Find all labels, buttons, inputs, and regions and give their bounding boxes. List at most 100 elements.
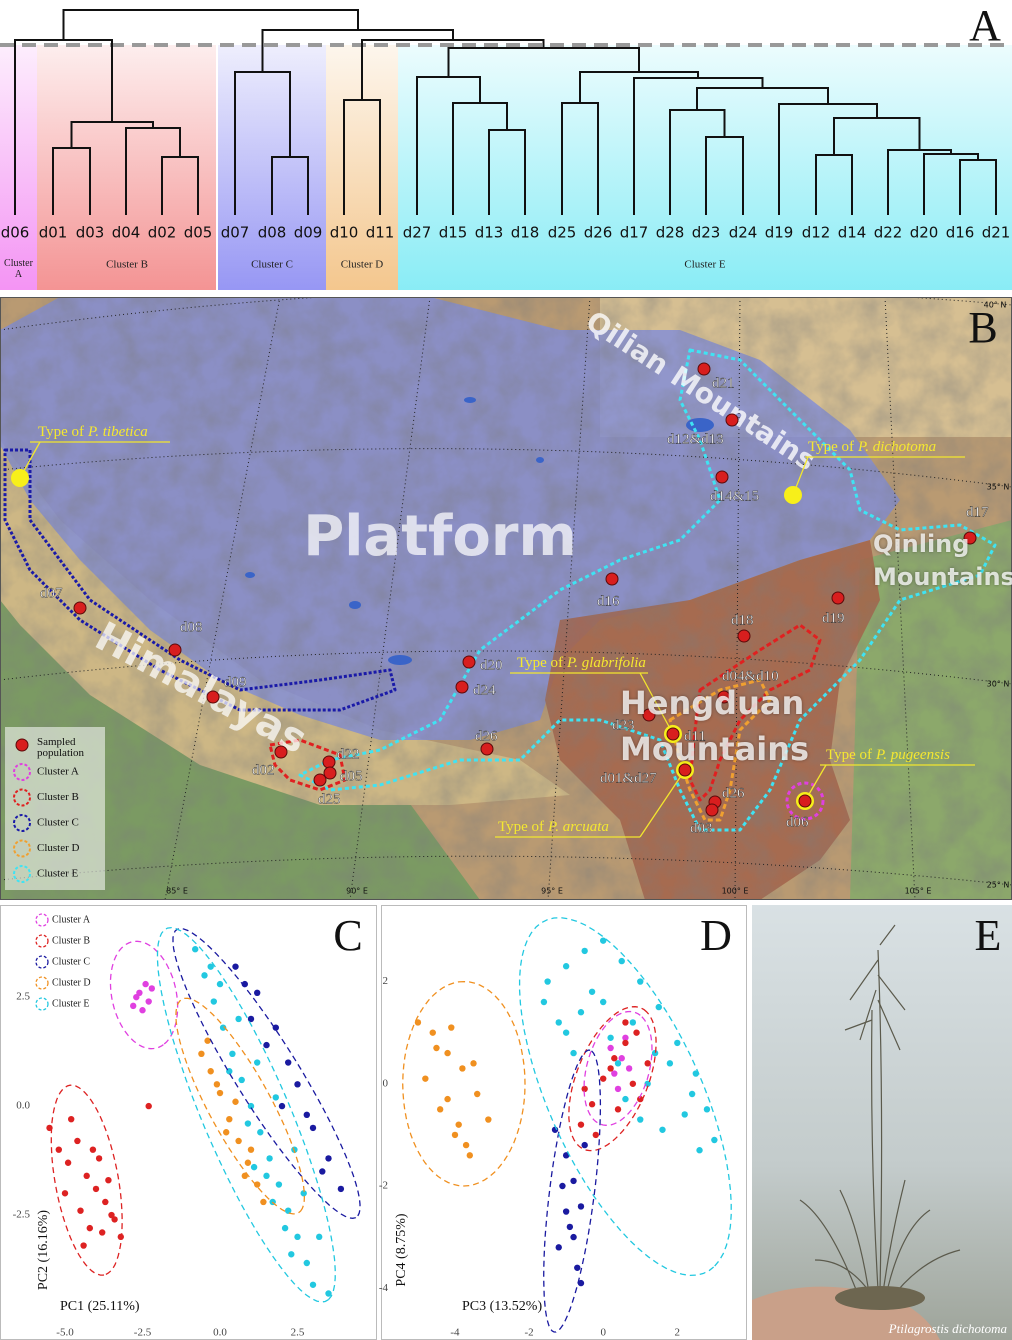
point xyxy=(607,1044,614,1052)
point xyxy=(577,1203,585,1210)
panel-label: C xyxy=(333,911,362,960)
point xyxy=(92,1185,100,1193)
point xyxy=(303,1111,310,1119)
panel-label: B xyxy=(968,303,997,352)
point xyxy=(285,1059,292,1066)
graticule-label: 105° E xyxy=(905,887,932,896)
population-point xyxy=(206,690,220,704)
population-point xyxy=(697,362,711,376)
legend-symbol xyxy=(35,913,49,927)
leaf-label: d03 xyxy=(76,224,105,242)
population-point xyxy=(737,629,751,643)
cluster-label: Cluster E xyxy=(684,259,726,271)
point xyxy=(622,1095,629,1103)
leaf-label: d21 xyxy=(982,224,1011,242)
y-tick-label: -2.5 xyxy=(13,1209,31,1221)
point xyxy=(232,963,239,970)
point xyxy=(210,998,217,1005)
point xyxy=(544,978,551,985)
leaf-label: d16 xyxy=(946,224,975,242)
point xyxy=(139,1007,146,1014)
point xyxy=(77,1207,84,1214)
population-label: d12&d13 xyxy=(667,431,724,447)
point xyxy=(614,1106,622,1113)
panicle xyxy=(844,924,906,1051)
graticule-label: 40° N xyxy=(984,301,1007,310)
point xyxy=(275,1181,283,1188)
point xyxy=(207,963,214,970)
point xyxy=(198,1050,205,1058)
legend-symbol xyxy=(35,976,49,990)
point xyxy=(204,1037,211,1044)
point xyxy=(213,1081,221,1088)
leaves xyxy=(799,1179,961,1301)
population-point xyxy=(168,643,182,657)
point xyxy=(263,1041,270,1049)
legend-label: Cluster B xyxy=(52,935,90,946)
graticule-label: 30° N xyxy=(987,680,1010,689)
point xyxy=(74,1137,81,1145)
legend-symbol xyxy=(13,788,31,807)
point xyxy=(448,1024,455,1031)
point xyxy=(142,980,149,988)
population-label: d08 xyxy=(180,619,203,635)
cluster-label: Cluster D xyxy=(341,259,384,271)
point xyxy=(618,1055,625,1062)
point xyxy=(80,1242,87,1249)
type-label: Type of P. glabrifolia xyxy=(517,655,646,671)
graticule-line xyxy=(734,297,741,900)
legend-label: Cluster B xyxy=(37,791,79,803)
point xyxy=(102,1198,109,1206)
y-axis-title: PC4 (8.75%) xyxy=(394,1213,409,1286)
graticule-line xyxy=(349,297,431,900)
y-tick-label: 2 xyxy=(383,975,389,987)
leaf-label: d23 xyxy=(692,224,721,242)
point xyxy=(192,946,199,953)
leaf-label: d22 xyxy=(874,224,903,242)
legend-symbol xyxy=(13,839,31,858)
type-prefix: Type of xyxy=(38,424,84,440)
photo xyxy=(752,905,1012,1340)
graticule-label: 95° E xyxy=(541,887,563,896)
point xyxy=(272,1024,279,1031)
culm xyxy=(877,949,883,1291)
point xyxy=(581,947,588,955)
point xyxy=(219,1024,227,1031)
x-axis-title: PC1 (25.11%) xyxy=(60,1299,140,1314)
confidence-ellipse xyxy=(156,926,336,1303)
type-prefix: Type of xyxy=(498,819,544,835)
leaf-label: d24 xyxy=(729,224,758,242)
region-label: Platform xyxy=(303,504,577,569)
point xyxy=(325,1290,332,1297)
point xyxy=(562,1152,570,1159)
scatter-panel: -4 -2 0 2 -4 -2 0 2 PC3 (13.52%) PC4 (8.75%) D xyxy=(379,905,747,1340)
point xyxy=(559,1182,566,1190)
population-point xyxy=(480,742,494,756)
graticule-line xyxy=(547,297,591,900)
legend-label: Cluster A xyxy=(52,914,91,925)
point xyxy=(622,1034,629,1041)
leaf-label: d08 xyxy=(258,224,287,242)
y-tick-label: -2 xyxy=(379,1180,388,1192)
photo-caption: Ptilagrostis dichotoma xyxy=(888,1321,1008,1336)
lake xyxy=(388,655,412,665)
leaf-label: d25 xyxy=(548,224,577,242)
point xyxy=(611,1055,618,1062)
point xyxy=(607,1065,614,1072)
population-label: d23 xyxy=(612,717,635,733)
point xyxy=(625,1065,633,1072)
panel-label: D xyxy=(700,911,732,960)
point xyxy=(247,1015,255,1023)
x-tick-label: 0.0 xyxy=(213,1327,227,1339)
graticule-label: 90° E xyxy=(346,887,368,896)
point xyxy=(451,1131,459,1139)
legend-label: Cluster C xyxy=(37,817,79,829)
y-tick-label: 0.0 xyxy=(16,1100,30,1112)
point xyxy=(562,1029,570,1036)
type-locality xyxy=(784,486,802,504)
map: Platform Himalayas Qilian Mountains d21d… xyxy=(0,297,1012,900)
leaf-label: d04 xyxy=(112,224,141,242)
point xyxy=(622,1039,629,1047)
point xyxy=(244,1159,252,1166)
point xyxy=(244,1120,252,1127)
